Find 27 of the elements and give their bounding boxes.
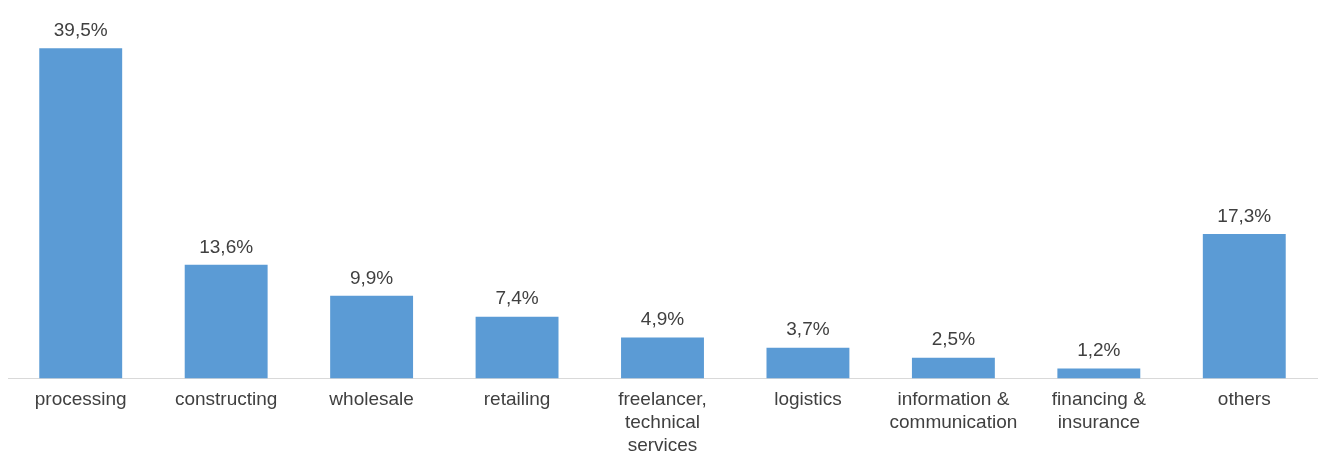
data-label: 2,5% — [931, 328, 976, 350]
x-tick-label: retailing — [483, 388, 551, 410]
bar — [1057, 368, 1141, 379]
data-label: 17,3% — [1217, 204, 1272, 226]
data-label: 13,6% — [199, 235, 254, 257]
x-tick-label: freelancer, technical services — [618, 388, 707, 455]
bar — [621, 337, 704, 379]
x-tick-label: information & communication — [889, 388, 1018, 433]
x-tick-label: wholesale — [328, 388, 414, 410]
bar — [911, 357, 995, 379]
x-tick-label: processing — [34, 388, 127, 410]
bar — [766, 347, 850, 379]
x-tick-label: others — [1217, 388, 1271, 410]
bar — [330, 295, 414, 379]
data-label: 7,4% — [495, 287, 539, 309]
data-label: 3,7% — [786, 318, 830, 340]
bar — [1202, 233, 1286, 379]
x-tick-label: logistics — [774, 388, 842, 410]
bar — [184, 264, 268, 379]
data-label: 1,2% — [1077, 339, 1121, 361]
data-label: 9,9% — [349, 266, 394, 288]
data-label: 39,5% — [53, 18, 108, 40]
x-tick-label: financing & insurance — [1051, 388, 1147, 433]
bar — [39, 48, 123, 379]
x-tick-label: constructing — [174, 388, 278, 410]
data-label: 4,9% — [640, 308, 685, 330]
bar — [475, 316, 559, 379]
